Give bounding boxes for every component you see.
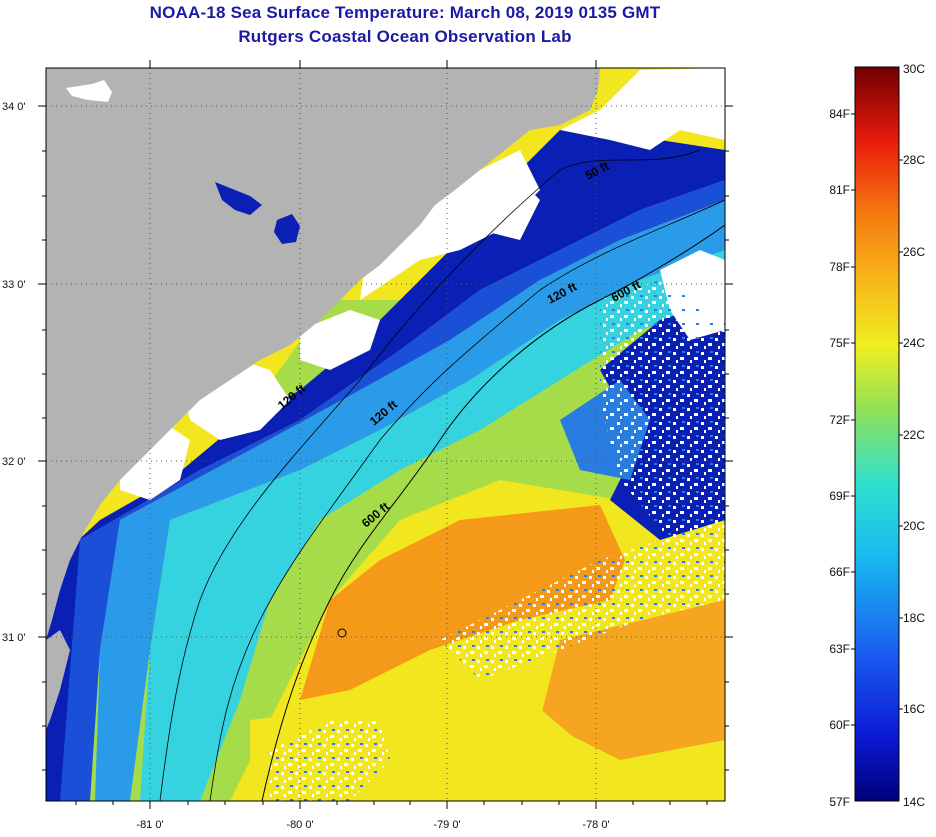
chart-subtitle: Rutgers Coastal Ocean Observation Lab xyxy=(238,27,572,46)
cb-f-57: 57F xyxy=(829,795,850,809)
contour-120ft xyxy=(209,199,725,801)
cloud-southwest-speckle xyxy=(270,720,390,801)
cb-c-18: 18C xyxy=(903,611,925,625)
cb-c-24: 24C xyxy=(903,336,925,350)
sst-lightblue-band xyxy=(95,200,725,801)
colorbar-ticks xyxy=(851,113,903,726)
land-mass xyxy=(46,68,600,640)
cb-f-75: 75F xyxy=(829,336,850,350)
lake-patch xyxy=(66,80,112,102)
map-ticks xyxy=(38,60,733,809)
sst-warm-core xyxy=(300,505,625,700)
lat-label-32: 32 0' xyxy=(2,456,26,468)
lon-label-78: -78 0' xyxy=(582,819,609,831)
cloud-northeast xyxy=(560,68,725,150)
buoy-marker xyxy=(337,628,347,638)
lat-label-34: 34 0' xyxy=(2,101,26,113)
cloud-coastal-2 xyxy=(300,310,380,370)
cb-c-16: 16C xyxy=(903,702,925,716)
cb-f-81: 81F xyxy=(829,183,850,197)
cb-c-14: 14C xyxy=(903,795,925,809)
cb-c-30: 30C xyxy=(903,62,925,76)
inland-lake-moultrie xyxy=(274,214,300,244)
cb-c-26: 26C xyxy=(903,245,925,259)
cb-f-78: 78F xyxy=(829,260,850,274)
lon-label-79: -79 0' xyxy=(433,819,460,831)
cb-c-28: 28C xyxy=(903,153,925,167)
cloud-east-speckle xyxy=(600,280,725,540)
cb-f-63: 63F xyxy=(829,642,850,656)
cb-f-72: 72F xyxy=(829,413,850,427)
cb-c-20: 20C xyxy=(903,519,925,533)
lat-label-31: 31 0' xyxy=(2,632,26,644)
graticule xyxy=(46,68,725,801)
cb-f-60: 60F xyxy=(829,718,850,732)
chart-title: NOAA-18 Sea Surface Temperature: March 0… xyxy=(149,3,661,22)
contour-50ft xyxy=(159,149,701,801)
land-sea-islands xyxy=(46,630,70,730)
map-plot-area: 50 ft 120 ft 600 ft 120 ft 600 ft 120 ft xyxy=(46,68,725,801)
cb-f-69: 69F xyxy=(829,489,850,503)
colorbar-gradient xyxy=(854,66,900,802)
map-frame xyxy=(45,67,726,802)
inland-lake-marion xyxy=(215,182,262,215)
cloud-north-island xyxy=(470,170,540,240)
cb-f-84: 84F xyxy=(829,107,850,121)
lat-label-33: 33 0' xyxy=(2,279,26,291)
lon-label-80: -80 0' xyxy=(286,819,313,831)
cloud-southeast-band xyxy=(440,520,725,680)
cb-c-22: 22C xyxy=(903,428,925,442)
lon-label-81: -81 0' xyxy=(136,819,163,831)
contour-600ft xyxy=(261,224,725,801)
temperature-colorbar: 84F 81F 78F 75F 72F 69F 66F 63F 60F 57F … xyxy=(829,62,925,809)
sst-cold-nearshore xyxy=(46,110,725,801)
cb-f-66: 66F xyxy=(829,565,850,579)
